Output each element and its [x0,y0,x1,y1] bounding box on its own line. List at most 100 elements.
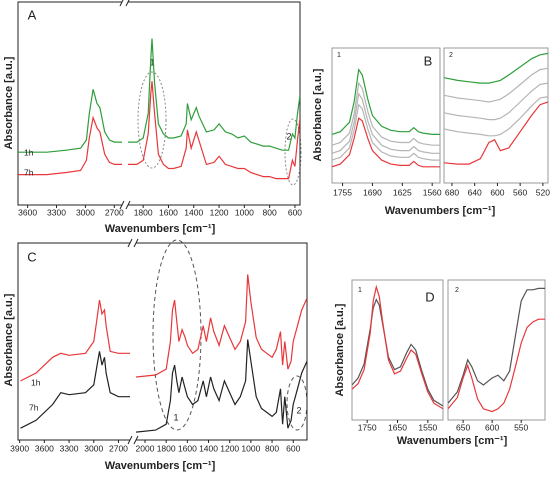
x-axis-label: Wavenumbers [cm⁻¹] [397,435,508,447]
x-tick-label: 1000 [241,443,260,453]
plot-frame [331,47,441,184]
x-tick-label: 1650 [388,422,407,432]
highlight-ellipse [284,118,302,186]
x-tick-label: 520 [536,187,550,197]
x-tick-label: 1560 [423,187,442,197]
spectrum-line [444,101,548,165]
x-tick-label: 1600 [178,443,197,453]
x-tick-label: 2000 [136,443,155,453]
x-tick-label: 650 [456,422,470,432]
x-tick-label: 600 [288,207,302,217]
axis-break [127,435,133,445]
highlight-ellipse [137,71,167,169]
x-tick-label: 2700 [109,443,128,453]
x-tick-label: 3000 [76,207,95,217]
spectrum-line [444,67,548,103]
x-axis-label: Wavenumbers [cm⁻¹] [385,205,496,217]
x-tick-label: 1000 [235,207,254,217]
y-axis-label: Absorbance [a.u.] [3,293,15,386]
x-tick-label: 560 [513,187,527,197]
annotation: 2 [286,131,291,141]
x-tick-label: 680 [445,187,459,197]
spectrum-line [18,89,122,153]
series-label: 1h [24,147,34,157]
x-tick-label: 2700 [105,207,124,217]
series-label: 7h [29,402,39,412]
x-tick-label: 600 [490,187,504,197]
x-tick-label: 1200 [210,207,229,217]
spectrum-line [448,287,545,404]
spectrum-line [136,339,307,433]
subpanel-label: 1 [358,287,362,294]
annotation: 2 [296,405,301,415]
axis-break [125,200,131,210]
x-tick-label: 1400 [184,207,203,217]
spectrum-line [444,82,548,121]
subpanel-label: 2 [455,287,459,294]
x-axis-label: Wavenumbers [cm⁻¹] [105,223,216,235]
plot-frame [17,1,301,206]
spectrum-line [332,103,440,161]
annotation: 1 [149,57,154,67]
axis-break [133,435,139,445]
axis-break [119,0,124,7]
x-tick-label: 3900 [10,443,29,453]
y-axis-label: Absorbance [a.u.] [312,68,324,161]
spectrum-line [332,117,440,168]
axis-break [133,238,139,248]
x-tick-label: 1600 [159,207,178,217]
x-tick-label: 550 [514,422,528,432]
spectrum-line [444,96,548,137]
spectrum-line [18,115,122,176]
axis-break [119,200,125,210]
x-tick-label: 1550 [418,422,437,432]
spectrum-line [352,284,443,410]
x-tick-label: 3600 [18,207,37,217]
plot-frame [443,47,549,184]
x-tick-label: 800 [265,443,279,453]
panel-label: C [27,249,36,264]
x-tick-label: 600 [286,443,300,453]
spectrum-line [332,81,440,146]
spectrum-line [332,92,440,154]
spectrum-line [128,81,300,180]
axis-break-gap [122,0,128,6]
x-tick-label: 1750 [358,422,377,432]
x-tick-label: 3300 [47,207,66,217]
spectrum-line [136,274,307,378]
spectrum-line [20,299,130,382]
x-tick-label: 1200 [220,443,239,453]
x-tick-label: 1755 [333,187,352,197]
plot-frame [17,242,308,441]
y-axis-label: Absorbance [a.u.] [3,56,15,149]
spectrum-line [332,67,440,135]
plot-frame [447,279,546,421]
x-tick-label: 1400 [199,443,218,453]
series-label: 7h [24,167,34,177]
x-tick-label: 3300 [60,443,79,453]
spectrum-line [20,351,130,429]
x-tick-label: 3600 [35,443,54,453]
axis-break [125,0,130,7]
spectrum-line [128,38,300,151]
panel-label: A [28,7,37,22]
x-tick-label: 800 [263,207,277,217]
x-tick-label: 600 [485,422,499,432]
axis-break-gap [130,239,136,247]
axis-break-gap [130,436,136,444]
spectrum-line [352,298,443,407]
spectrum-line [448,318,545,413]
x-tick-label: 1625 [393,187,412,197]
x-tick-label: 1800 [134,207,153,217]
highlight-ellipse [152,239,202,431]
x-tick-label: 640 [468,187,482,197]
subpanel-label: 2 [449,52,453,59]
x-tick-label: 1690 [363,187,382,197]
x-tick-label: 3000 [84,443,103,453]
x-tick-label: 1800 [157,443,176,453]
axis-break [127,238,133,248]
subpanel-label: 1 [337,52,341,59]
axis-break-gap [122,201,128,209]
panel-label: B [424,53,433,68]
